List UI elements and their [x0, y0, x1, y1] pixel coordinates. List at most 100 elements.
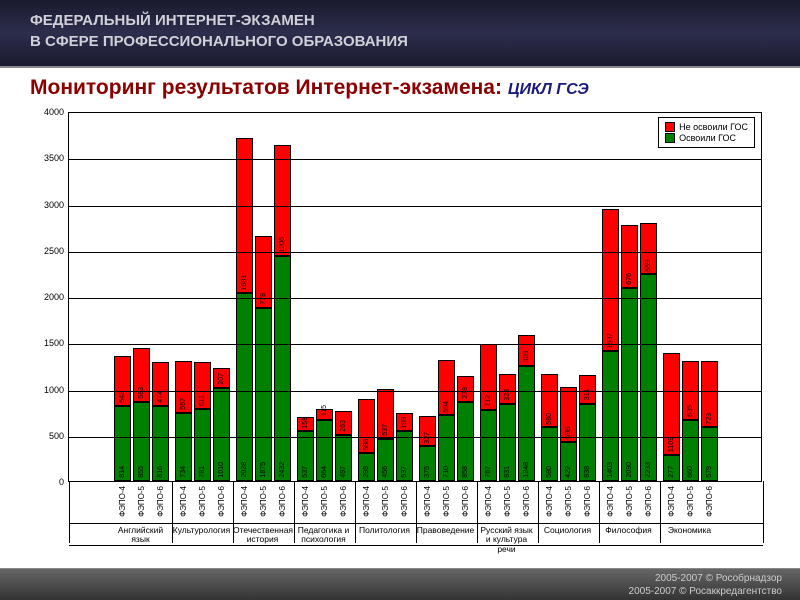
x-tick-label: ФЭПО-6 [705, 486, 714, 517]
x-tick-label: ФЭПО-6 [644, 486, 653, 517]
bar-value-label: 537 [302, 466, 309, 478]
bar-value-label: 580 [546, 413, 553, 425]
x-tick-label: ФЭПО-5 [320, 486, 329, 517]
bar: 579 723 [701, 361, 718, 481]
x-tick-label: ФЭПО-6 [156, 486, 165, 517]
bar: 537158 [297, 417, 314, 481]
bar-value-label: 207 [218, 373, 225, 385]
bar-segment-not-mastered: 278 [457, 376, 474, 402]
x-tick-label: ФЭПО-5 [686, 486, 695, 517]
bar-value-label: 328 [523, 351, 530, 363]
y-tick-label: 1000 [30, 385, 64, 395]
bar-segment-mastered: 831 [499, 404, 516, 481]
bar-value-label: 858 [462, 466, 469, 478]
x-tick-label: ФЭПО-5 [503, 486, 512, 517]
bar-segment-mastered: 767 [480, 410, 497, 481]
bar: 375327 [419, 416, 436, 481]
bar-value-label: 635 [687, 405, 694, 417]
legend-item: Освоили ГОС [665, 133, 748, 143]
bar: 734567 [175, 361, 192, 481]
bar: 537198 [396, 413, 413, 481]
y-tick-label: 3500 [30, 153, 64, 163]
bar-segment-not-mastered: 723 [701, 361, 718, 428]
bar-segment-not-mastered: 583 [133, 348, 150, 402]
bar-value-label: 2090 [626, 462, 633, 478]
slide-header: ФЕДЕРАЛЬНЫЙ ИНТЕРНЕТ-ЭКЗАМЕН В СФЕРЕ ПРО… [0, 0, 800, 68]
bar-segment-not-mastered: 542 [114, 356, 131, 406]
y-tick-label: 4000 [30, 107, 64, 117]
y-tick-label: 2500 [30, 246, 64, 256]
x-tick-label: ФЭПО-4 [667, 486, 676, 517]
bar-segment-mastered: 375 [419, 446, 436, 481]
x-tick-label: ФЭПО-6 [217, 486, 226, 517]
footer-line1: 2005-2007 © Рособрнадзор [18, 572, 782, 585]
x-tick-label: ФЭПО-6 [583, 486, 592, 517]
bar-segment-mastered: 1875 [255, 308, 272, 481]
x-tick-label: ФЭПО-5 [442, 486, 451, 517]
bar-segment-not-mastered: 537 [377, 389, 394, 439]
bar-segment-mastered: 298 [358, 453, 375, 481]
bar-segment-not-mastered: 1537 [602, 209, 619, 351]
x-tick-label: ФЭПО-6 [461, 486, 470, 517]
group-label: Философия [599, 526, 658, 535]
axis-mid-border [69, 523, 763, 524]
x-tick-label: ФЭПО-5 [137, 486, 146, 517]
group-label: Политология [355, 526, 414, 535]
bar-value-label: 1109 [668, 437, 675, 452]
bar-segment-not-mastered: 474 [152, 362, 169, 406]
bar: 456537 [377, 389, 394, 481]
bar-segment-not-mastered: 1109 [663, 353, 680, 456]
bar: 24321206 [274, 145, 291, 482]
bar-value-label: 511 [199, 395, 206, 406]
bar: 781 511 [194, 362, 211, 482]
bar-value-label: 2233 [645, 462, 652, 478]
chart-bars: 8145428555838164747345677815111010207202… [69, 113, 761, 481]
bar-segment-not-mastered: 207 [213, 368, 230, 387]
title-main: Мониторинг результатов Интернет-экзамена… [30, 76, 502, 99]
x-tick-label: ФЭПО-4 [606, 486, 615, 517]
grid-line [69, 298, 761, 299]
bar-value-label: 814 [119, 466, 126, 478]
chart-legend: Не освоили ГОСОсвоили ГОС [658, 117, 755, 148]
bar: 20281681 [236, 138, 253, 481]
bar-value-label: 712 [485, 395, 492, 407]
bar-value-label: 1681 [241, 275, 248, 291]
bar-value-label: 277 [668, 466, 675, 478]
bar-value-label: 497 [340, 466, 347, 478]
bar-segment-not-mastered: 1681 [236, 138, 253, 293]
bar-value-label: 816 [157, 466, 164, 478]
bar-segment-not-mastered: 676 [621, 225, 638, 288]
x-tick-label: ФЭПО-4 [301, 486, 310, 517]
bar-value-label: 298 [363, 466, 370, 478]
legend-label: Освоили ГОС [679, 133, 736, 143]
bar-value-label: 660 [687, 466, 694, 478]
bar-segment-mastered: 537 [396, 431, 413, 481]
bar-value-label: 422 [565, 466, 572, 478]
bar-segment-not-mastered: 311 [579, 375, 596, 404]
bar-segment-mastered: 858 [457, 402, 474, 481]
bar-value-label: 580 [546, 466, 553, 478]
bar-value-label: 664 [321, 466, 328, 478]
x-tick-label: ФЭПО-6 [339, 486, 348, 517]
bar-segment-not-mastered: 778 [255, 236, 272, 308]
grid-line [69, 252, 761, 253]
bar-segment-mastered: 456 [377, 439, 394, 481]
bar-value-label: 579 [706, 466, 713, 478]
legend-item: Не освоили ГОС [665, 122, 748, 132]
bar-value-label: 1206 [279, 237, 286, 253]
legend-swatch [665, 133, 675, 143]
bar-value-label: 537 [382, 424, 389, 436]
bar-segment-mastered: 277 [663, 455, 680, 481]
x-tick-label: ФЭПО-4 [545, 486, 554, 517]
bar-segment-mastered: 816 [152, 406, 169, 481]
bar-value-label: 375 [424, 466, 431, 478]
bar-segment-mastered: 580 [541, 427, 558, 481]
bar-value-label: 198 [401, 417, 408, 429]
bar: 2233559 [640, 223, 657, 481]
bar-value-label: 723 [706, 413, 713, 425]
bar: 767712 [480, 344, 497, 481]
bar-segment-not-mastered: 712 [480, 344, 497, 410]
y-tick-label: 2000 [30, 292, 64, 302]
bar-value-label: 781 [199, 466, 206, 478]
x-tick-label: ФЭПО-6 [278, 486, 287, 517]
